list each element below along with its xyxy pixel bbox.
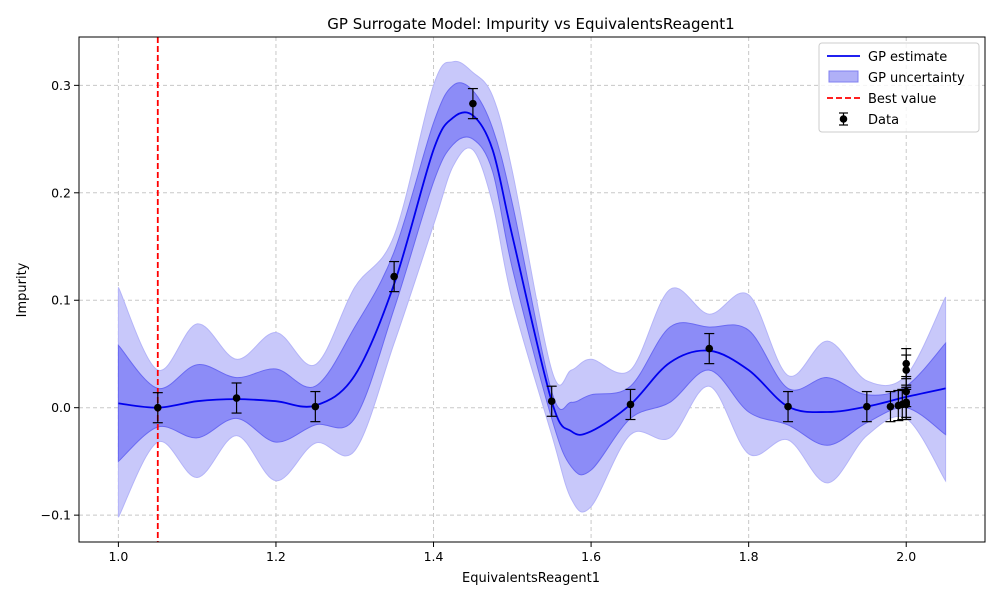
data-marker xyxy=(469,99,477,108)
y-tick-label: −0.1 xyxy=(41,508,71,523)
y-axis-ticks: −0.1 0.0 0.1 0.2 0.3 xyxy=(41,78,79,523)
chart-title: GP Surrogate Model: Impurity vs Equivale… xyxy=(327,15,734,33)
legend-data-swatch xyxy=(839,112,848,126)
data-marker xyxy=(902,366,911,374)
uncertainty-bands xyxy=(117,60,947,518)
data-marker xyxy=(153,403,162,412)
y-tick-label: 0.3 xyxy=(51,78,71,93)
data-marker xyxy=(886,402,895,411)
y-tick-label: 0.2 xyxy=(51,185,71,200)
data-point xyxy=(625,388,636,421)
data-marker xyxy=(232,394,241,402)
x-tick-label: 1.0 xyxy=(108,549,128,564)
data-marker xyxy=(705,344,714,353)
data-marker xyxy=(547,397,556,406)
x-tick-label: 1.6 xyxy=(581,549,601,564)
data-point xyxy=(885,390,896,423)
y-tick-label: 0.0 xyxy=(51,400,71,415)
data-marker xyxy=(784,402,792,411)
x-tick-label: 2.0 xyxy=(896,549,916,564)
legend-data-label: Data xyxy=(868,113,899,128)
data-marker xyxy=(902,400,911,409)
data-point xyxy=(310,390,321,423)
y-axis-label: Impurity xyxy=(15,262,30,317)
data-marker xyxy=(311,402,320,411)
gp-line-layer xyxy=(118,111,946,436)
data-point xyxy=(901,388,912,421)
data-point xyxy=(152,392,163,424)
data-marker xyxy=(626,400,635,409)
gp-estimate-line xyxy=(118,111,946,436)
legend-gp-uncertainty-swatch xyxy=(828,70,859,83)
data-point xyxy=(546,385,557,417)
x-axis-label: EquivalentsReagent1 xyxy=(462,571,600,586)
data-point xyxy=(231,382,242,414)
data-marker xyxy=(390,272,398,281)
data-point xyxy=(467,87,478,120)
x-tick-label: 1.4 xyxy=(424,549,444,564)
data-point xyxy=(861,390,872,423)
x-tick-label: 1.8 xyxy=(739,549,759,564)
legend-gp-estimate-label: GP estimate xyxy=(868,50,947,65)
x-axis-ticks: 1.0 1.2 1.4 1.6 1.8 2.0 xyxy=(108,542,916,564)
legend-best-value-label: Best value xyxy=(868,92,936,107)
data-point xyxy=(389,260,400,293)
data-point xyxy=(704,332,715,365)
inner-uncertainty-band xyxy=(117,82,947,476)
data-marker xyxy=(863,402,871,411)
data-point xyxy=(783,390,794,423)
y-tick-label: 0.1 xyxy=(51,293,71,308)
legend-box xyxy=(818,42,980,133)
legend: GP estimate GP uncertainty Best value Da… xyxy=(818,42,980,133)
x-tick-label: 1.2 xyxy=(266,549,286,564)
legend-gp-uncertainty-label: GP uncertainty xyxy=(868,71,965,86)
plot-frame xyxy=(78,36,986,543)
data-points-layer xyxy=(152,87,912,424)
